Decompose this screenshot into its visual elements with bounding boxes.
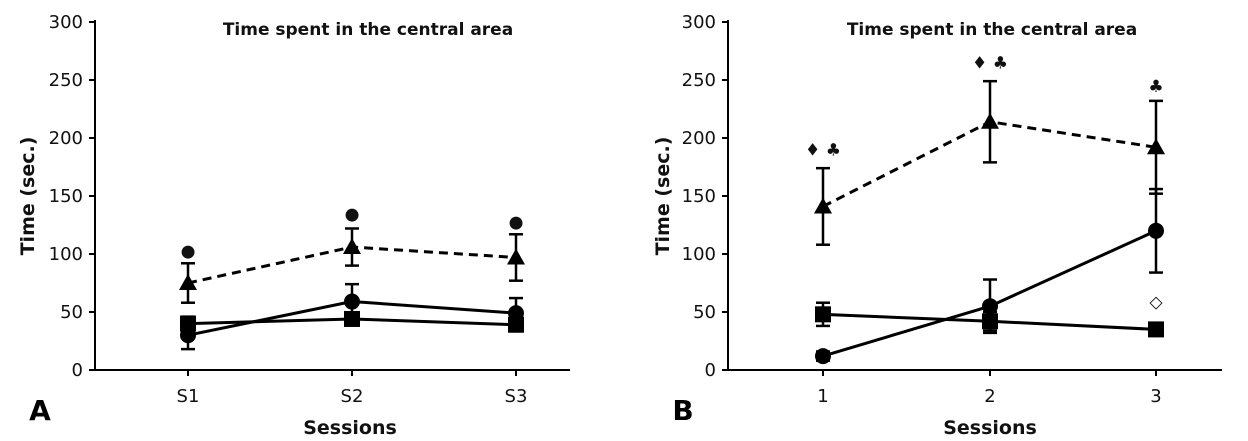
series-square [815, 301, 1164, 338]
series-circle [815, 187, 1164, 365]
significance-marker: ● [181, 242, 196, 262]
series-triangle [179, 227, 525, 304]
chart-panel-b: 0 50 100 150 200 250 300 1 2 3 Time spent in the c… [652, 12, 1222, 439]
data-point-triangle [981, 112, 999, 129]
significance-marker: ● [509, 213, 524, 233]
y-tick-label: 250 [682, 70, 716, 91]
y-tick-label: 150 [49, 186, 83, 207]
x-tick-label: 2 [984, 386, 995, 407]
data-point-triangle [343, 238, 361, 255]
x-tick-label: S3 [505, 386, 528, 407]
y-tick-label: 300 [49, 12, 83, 33]
data-point-square [982, 313, 998, 330]
y-tick-label: 300 [682, 12, 716, 33]
data-point-triangle [507, 248, 525, 265]
chart-title: Time spent in the central area [223, 20, 513, 40]
panel-label: A [29, 394, 51, 427]
data-point-circle [1148, 222, 1164, 239]
data-point-square [508, 316, 524, 333]
y-tick-label: 250 [49, 70, 83, 91]
significance-marker: ♦ ♣ [972, 54, 1008, 74]
y-tick-label: 100 [49, 244, 83, 265]
data-point-circle [344, 293, 360, 310]
y-tick-label: 50 [693, 302, 716, 323]
chart-title: Time spent in the central area [847, 20, 1137, 40]
y-tick-label: 200 [49, 128, 83, 149]
x-tick-label: 3 [1150, 386, 1161, 407]
data-point-triangle [179, 274, 197, 290]
chart-panel-a: 0 50 100 150 200 250 300 S1 S2 S3 Time spent in th… [17, 12, 570, 439]
data-point-square [344, 310, 360, 327]
series-triangle [814, 79, 1165, 246]
x-axis-label: Sessions [303, 417, 397, 439]
data-point-square [815, 306, 831, 323]
panel-label: B [672, 394, 693, 427]
significance-marker: ♣ [1148, 77, 1163, 97]
x-axis-label: Sessions [943, 417, 1037, 439]
x-tick-label: 1 [817, 386, 828, 407]
series-square [180, 310, 524, 333]
x-tick-label: S2 [341, 386, 364, 407]
y-tick-label: 100 [682, 244, 716, 265]
y-tick-label: 0 [72, 360, 83, 381]
y-tick-label: 150 [682, 186, 716, 207]
y-tick-label: 50 [60, 302, 83, 323]
significance-marker: ♦ ♣ [805, 141, 841, 161]
y-tick-label: 200 [682, 128, 716, 149]
significance-marker: ● [345, 204, 360, 224]
significance-marker: ◇ [1149, 293, 1163, 313]
data-point-triangle [1147, 138, 1165, 155]
data-point-circle [982, 298, 998, 315]
y-axis-label: Time (sec.) [652, 137, 674, 256]
data-point-triangle [814, 197, 832, 214]
data-point-square [1148, 321, 1164, 338]
data-point-circle [815, 348, 831, 365]
x-tick-label: S1 [177, 386, 200, 407]
data-point-square [180, 315, 196, 332]
y-axis-label: Time (sec.) [17, 137, 39, 256]
y-tick-label: 0 [705, 360, 716, 381]
